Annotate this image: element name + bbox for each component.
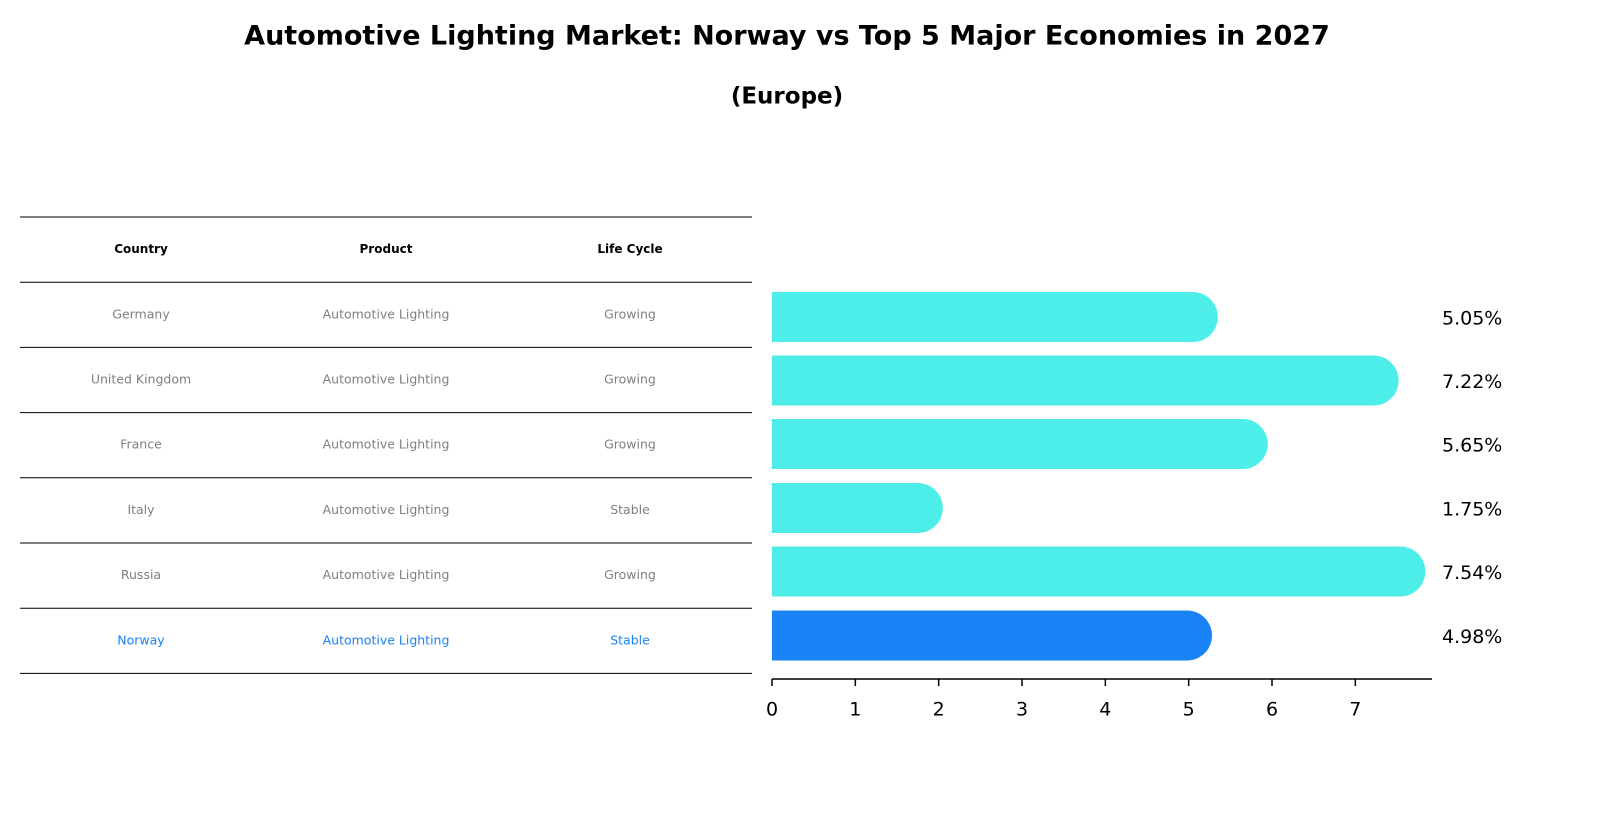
x-tick-label: 7	[1349, 699, 1361, 721]
table-cell: Automotive Lighting	[323, 502, 450, 517]
table-header: Country	[114, 242, 168, 256]
x-tick-label: 1	[849, 699, 861, 721]
value-label: 1.75%	[1442, 499, 1502, 521]
value-label: 4.98%	[1442, 626, 1502, 648]
x-tick-label: 3	[1016, 699, 1028, 721]
chart-subtitle: (Europe)	[731, 84, 843, 110]
table-cell: Automotive Lighting	[323, 372, 450, 387]
value-label: 7.22%	[1442, 371, 1502, 393]
table-cell: Norway	[117, 632, 165, 647]
x-tick-label: 4	[1099, 699, 1111, 721]
table-cell: Italy	[127, 502, 155, 517]
bar	[772, 483, 943, 533]
value-label: 7.54%	[1442, 562, 1502, 584]
bar	[772, 292, 1218, 342]
table-cell: Growing	[604, 567, 656, 582]
table-header: Life Cycle	[597, 242, 662, 256]
table-cell: Growing	[604, 437, 656, 452]
bar	[772, 546, 1426, 597]
table-cell: Automotive Lighting	[323, 632, 450, 647]
chart-title: Automotive Lighting Market: Norway vs To…	[244, 21, 1330, 52]
bar	[772, 355, 1399, 406]
table-cell: Automotive Lighting	[323, 437, 450, 452]
x-tick-label: 0	[766, 699, 778, 721]
bar	[772, 419, 1268, 469]
value-label: 5.65%	[1442, 435, 1502, 457]
value-label: 5.05%	[1442, 308, 1502, 330]
table-cell: Automotive Lighting	[323, 567, 450, 582]
table-header: Product	[360, 242, 413, 256]
table-cell: Stable	[610, 502, 650, 517]
table-cell: United Kingdom	[91, 372, 191, 387]
table-cell: Germany	[112, 306, 170, 321]
table-cell: France	[120, 437, 162, 452]
x-tick-label: 5	[1183, 699, 1195, 721]
table-cell: Growing	[604, 306, 656, 321]
table-cell: Russia	[121, 567, 161, 582]
table-cell: Stable	[610, 632, 650, 647]
bar	[772, 610, 1212, 661]
x-tick-label: 6	[1266, 699, 1278, 721]
table-cell: Automotive Lighting	[323, 306, 450, 321]
x-tick-label: 2	[933, 699, 945, 721]
table-cell: Growing	[604, 372, 656, 387]
